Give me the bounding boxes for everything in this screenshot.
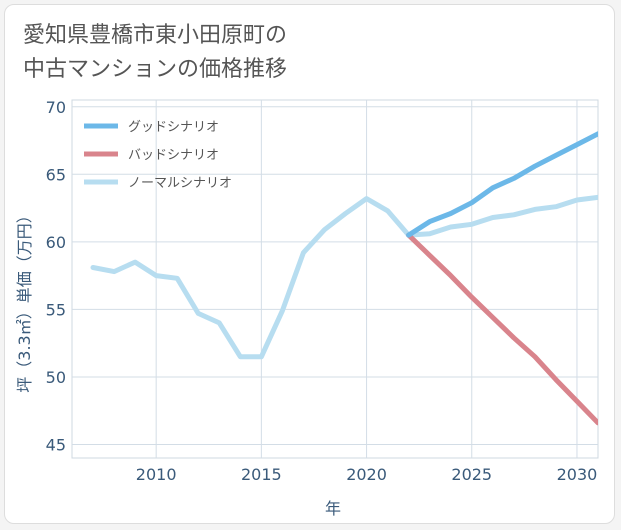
chart-title: 愛知県豊橋市東小田原町の 中古マンションの価格推移	[23, 19, 583, 87]
y-tick-label: 50	[46, 368, 66, 387]
plot-area	[71, 99, 599, 459]
x-tick-label: 2025	[451, 465, 492, 484]
series-line-2	[90, 194, 598, 360]
legend-label: グッドシナリオ	[128, 120, 219, 135]
y-tick-label: 65	[46, 165, 66, 184]
x-tick-label: 2030	[557, 465, 598, 484]
x-axis-title: 年	[325, 499, 341, 518]
x-tick-label: 2015	[241, 465, 282, 484]
x-tick-label: 2010	[136, 465, 177, 484]
y-axis-title: 坪（3.3㎡）単価（万円）	[15, 207, 34, 392]
chart-title-line-2: 中古マンションの価格推移	[23, 57, 288, 82]
y-tick-label: 60	[46, 233, 66, 252]
grid	[72, 100, 598, 458]
series-line-1	[406, 232, 598, 426]
x-tick-label: 2020	[346, 465, 387, 484]
series-line-0	[406, 131, 598, 238]
y-tick-label: 55	[46, 300, 66, 319]
legend-label: バッドシナリオ	[128, 148, 219, 163]
chart-title-line-1: 愛知県豊橋市東小田原町の	[23, 23, 288, 48]
series-group	[90, 131, 598, 426]
legend-label: ノーマルシナリオ	[128, 176, 232, 191]
y-tick-label: 45	[46, 435, 66, 454]
y-tick-label: 70	[46, 98, 66, 117]
y-tick-labels: 45 50 55 60 65 70	[46, 98, 66, 455]
x-tick-labels: 2010 2015 2020 2025 2030	[136, 465, 598, 484]
